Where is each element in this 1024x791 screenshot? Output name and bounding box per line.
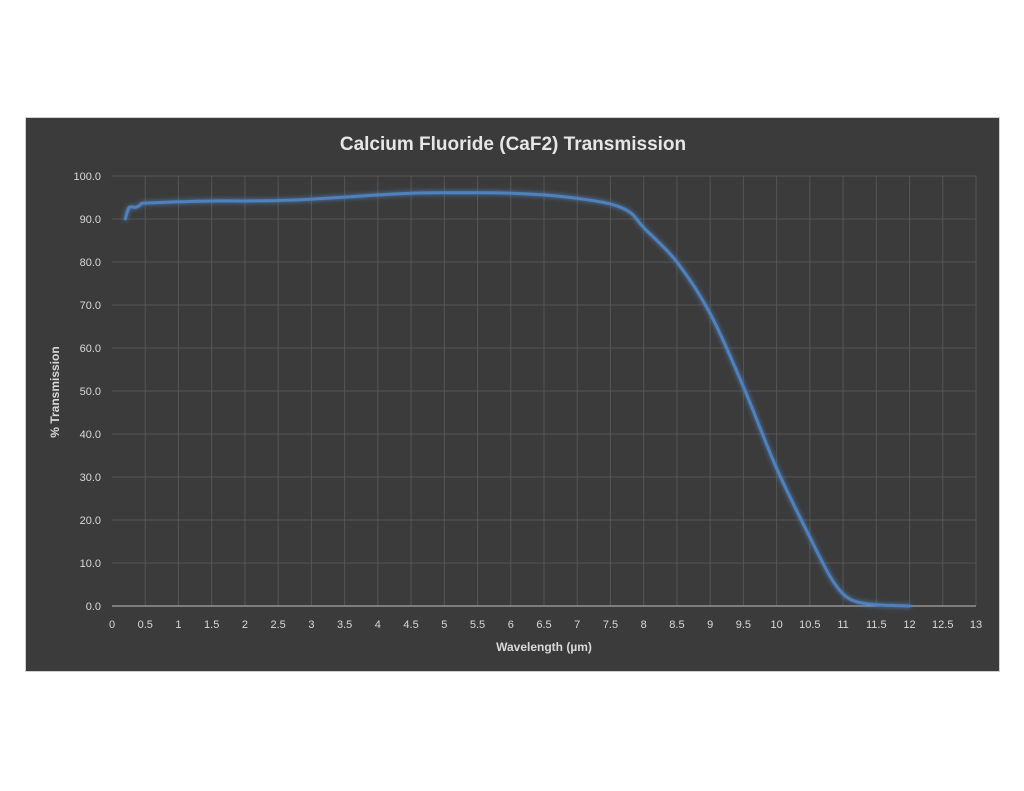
x-tick-label: 6 xyxy=(508,619,514,631)
x-tick-label: 5 xyxy=(441,619,447,631)
x-tick-label: 0 xyxy=(109,619,115,631)
chart-panel: Calcium Fluoride (CaF2) Transmission 0 0.… xyxy=(25,117,1000,672)
chart-svg: Calcium Fluoride (CaF2) Transmission 0 0.… xyxy=(48,134,982,654)
x-tick-label: 11.5 xyxy=(866,619,887,631)
series-line xyxy=(123,191,912,608)
y-tick-label: 60.0 xyxy=(80,343,101,355)
x-tick-label: 10.5 xyxy=(799,619,820,631)
x-tick-label: 9 xyxy=(707,619,713,631)
y-tick-label: 90.0 xyxy=(80,214,101,226)
y-tick-label: 100.0 xyxy=(73,171,101,183)
x-tick-label: 8.5 xyxy=(669,619,684,631)
x-tick-label: 1 xyxy=(175,619,181,631)
x-tick-label: 2.5 xyxy=(271,619,286,631)
x-tick-label: 4 xyxy=(375,619,381,631)
chart-title: Calcium Fluoride (CaF2) Transmission xyxy=(340,134,686,155)
x-tick-label: 7.5 xyxy=(603,619,618,631)
y-tick-label: 20.0 xyxy=(80,515,101,527)
x-tick-label: 10 xyxy=(770,619,782,631)
y-tick-label: 50.0 xyxy=(80,386,101,398)
x-tick-label: 2 xyxy=(242,619,248,631)
axis-layer: 0 0.5 1 1.5 2 2.5 3 3.5 4 4.5 5 5.5 6 6.5 7 7.5 8 8.5 9 9.5… xyxy=(73,171,982,631)
y-tick-label: 40.0 xyxy=(80,429,101,441)
x-tick-label: 12 xyxy=(903,619,915,631)
x-tick-label: 3 xyxy=(308,619,314,631)
y-tick-label: 0.0 xyxy=(86,601,101,613)
x-tick-label: 6.5 xyxy=(536,619,551,631)
x-tick-label: 4.5 xyxy=(403,619,418,631)
x-tick-label: 12.5 xyxy=(932,619,953,631)
y-tick-label: 10.0 xyxy=(80,558,101,570)
y-axis-title: % Transmission xyxy=(48,346,62,437)
y-tick-label: 30.0 xyxy=(80,472,101,484)
x-tick-label: 11 xyxy=(837,619,848,631)
series-layer xyxy=(123,191,912,608)
x-tick-label: 7 xyxy=(574,619,580,631)
x-tick-label: 3.5 xyxy=(337,619,352,631)
x-tick-label: 13 xyxy=(970,619,982,631)
x-tick-label: 9.5 xyxy=(736,619,751,631)
x-tick-label: 8 xyxy=(641,619,647,631)
grid-layer xyxy=(112,175,977,606)
x-axis-title: Wavelength (µm) xyxy=(496,640,592,654)
x-tick-label: 0.5 xyxy=(138,619,153,631)
y-tick-label: 80.0 xyxy=(80,257,101,269)
x-tick-label: 5.5 xyxy=(470,619,485,631)
x-tick-label: 1.5 xyxy=(204,619,219,631)
y-tick-label: 70.0 xyxy=(80,300,101,312)
